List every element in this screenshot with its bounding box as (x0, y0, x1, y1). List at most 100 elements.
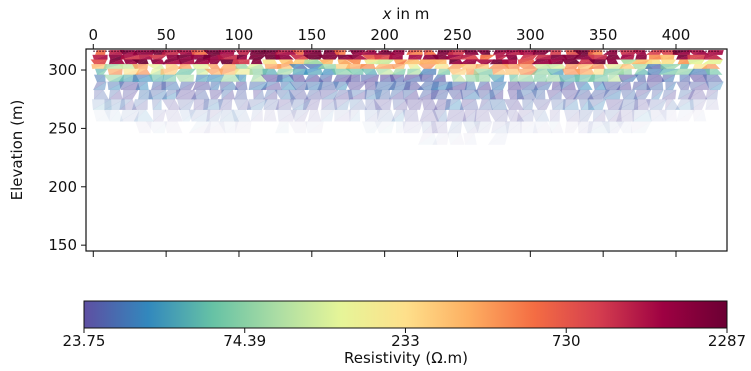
mesh-cell (421, 121, 436, 134)
mesh-cell (659, 54, 675, 60)
mesh-cell (522, 99, 534, 111)
mesh-cell (320, 109, 335, 122)
mesh-cell (317, 54, 339, 60)
plot-frame (85, 48, 728, 252)
mesh-cell (191, 89, 206, 100)
mesh-cell (658, 68, 679, 75)
mesh-cell (550, 54, 566, 60)
mesh-cell (602, 89, 622, 100)
mesh-cell (250, 74, 264, 83)
mesh-cell (462, 109, 477, 122)
mesh-cell (131, 99, 149, 111)
mesh-cell (135, 121, 152, 134)
mesh-cell (174, 68, 196, 75)
mesh-cell (275, 121, 289, 134)
x-tick-label: 150 (297, 26, 326, 44)
mesh-cell (131, 64, 149, 70)
mesh-cell (516, 89, 538, 100)
mesh-cell (447, 133, 461, 145)
mesh-cell (235, 121, 252, 134)
mesh-cell (607, 98, 624, 110)
mesh-cell (392, 99, 408, 110)
mesh-cell (148, 74, 165, 82)
mesh-cell (560, 81, 576, 91)
mesh-cell (346, 54, 362, 60)
mesh-cell (365, 99, 375, 111)
mesh-cell (175, 89, 197, 100)
mesh-cell (463, 133, 475, 145)
mesh-cell (289, 99, 312, 110)
mesh-cell (92, 81, 107, 91)
colorbar-ticks: 23.75 74.39 233 730 2287 (63, 328, 746, 350)
colorbar-tick-label: 23.75 (63, 332, 106, 350)
mesh-cell (148, 89, 167, 100)
mesh-cell (676, 109, 696, 122)
mesh-cell (460, 89, 479, 100)
mesh-cell (618, 99, 638, 111)
mesh-cell (603, 68, 624, 75)
x-axis-unit: in m (392, 5, 430, 23)
mesh-cell (520, 121, 535, 134)
mesh-cell (246, 99, 268, 110)
mesh-cell (248, 81, 268, 91)
mesh-cell (221, 89, 234, 100)
mesh-cell (679, 64, 690, 70)
mesh-cell (121, 89, 139, 100)
mesh-cell (680, 81, 691, 91)
mesh-cell (333, 99, 351, 110)
mesh-cell (431, 109, 447, 122)
mesh-cell (531, 59, 551, 65)
mesh-cell (587, 121, 610, 134)
mesh-cell (459, 54, 476, 60)
mesh-cell (459, 99, 477, 111)
mesh-cell (178, 109, 197, 122)
mesh-cell (505, 109, 517, 122)
y-tick-label: 150 (48, 236, 77, 254)
mesh-cell (666, 109, 677, 122)
mesh-cell (419, 109, 440, 122)
mesh-cell (119, 98, 137, 110)
mesh-cell (274, 54, 289, 60)
mesh-cell (432, 133, 450, 145)
mesh-cell (366, 121, 383, 134)
mesh-cell (488, 133, 508, 145)
mesh-cell (152, 109, 167, 122)
mesh-cell (119, 81, 138, 91)
mesh-cell (549, 109, 561, 122)
mesh-cell (119, 99, 133, 111)
mesh-cell (92, 81, 107, 91)
mesh-cell (233, 99, 249, 110)
y-ticks: 150 200 250 300 (48, 61, 86, 254)
mesh-cell (705, 74, 723, 82)
mesh-cell (179, 74, 195, 82)
mesh-cell (333, 109, 352, 122)
mesh-cell (276, 74, 293, 82)
mesh-cell (687, 89, 704, 100)
mesh-cell (123, 68, 140, 75)
mesh-cell (260, 81, 280, 91)
mesh-cell (444, 98, 464, 110)
mesh-cell (532, 121, 553, 134)
mesh-cell (419, 109, 436, 122)
mesh-cell (150, 81, 167, 91)
mesh-cell (349, 81, 368, 91)
mesh-cell (631, 121, 652, 134)
mesh-cell (364, 109, 381, 122)
mesh-cell (402, 109, 418, 122)
mesh-cell (162, 74, 177, 82)
mesh-cell (631, 109, 651, 122)
mesh-cell (530, 89, 546, 100)
mesh-cell (592, 109, 606, 122)
mesh-cell (552, 98, 566, 110)
mesh-cell (677, 89, 696, 100)
mesh-cell (631, 64, 649, 70)
mesh-cell (321, 99, 337, 111)
x-tick-label: 400 (662, 26, 691, 44)
mesh-cell (320, 109, 335, 122)
mesh-cell (705, 98, 720, 110)
mesh-cell (225, 121, 239, 134)
mesh-cell (145, 121, 168, 134)
mesh-cell (510, 109, 525, 122)
mesh-cell (349, 109, 361, 122)
mesh-cell (507, 121, 522, 134)
